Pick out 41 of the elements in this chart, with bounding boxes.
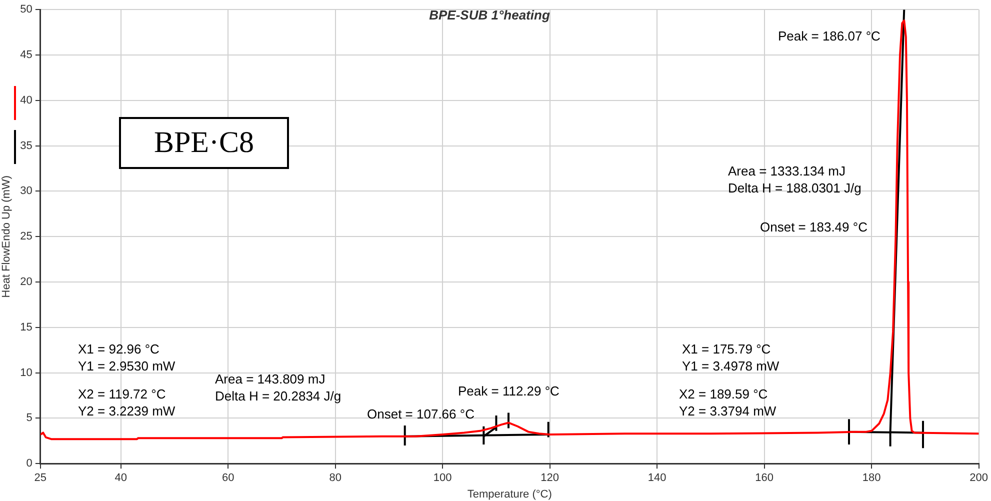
chart-title: BPE-SUB 1°heating [429, 7, 550, 22]
annotation: Onset = 107.66 °C [367, 406, 474, 422]
y-tick-label: 5 [26, 412, 32, 424]
annotation: Y2 = 3.2239 mW [78, 404, 176, 419]
x-axis-title: Temperature (°C) [467, 488, 552, 500]
annotation: X2 = 189.59 °C [679, 386, 768, 402]
x-tick-label: 160 [755, 472, 774, 484]
annotation: Area = 143.809 mJ [215, 372, 326, 387]
x-tick-label: 120 [540, 472, 560, 484]
y-tick-label: 40 [20, 94, 32, 106]
annotation: X1 = 92.96 °C [78, 342, 160, 357]
y-tick-label: 0 [26, 458, 32, 470]
y-tick-label: 45 [20, 49, 32, 62]
annotation: Peak = 186.07 °C [778, 28, 880, 44]
annotation: X1 = 175.79 °C [682, 342, 771, 357]
y-axis-title: Heat FlowEndo Up (mW) [0, 175, 13, 298]
y-tick-label: 30 [20, 185, 32, 198]
x-tick-label: 180 [862, 472, 881, 484]
annotation: BPE·C8 [119, 117, 289, 169]
x-tick-label: 140 [648, 472, 666, 484]
x-tick-label: 80 [329, 472, 342, 484]
annotation: Onset = 183.49 °C [760, 220, 868, 235]
y-tick-label: 50 [20, 4, 32, 16]
x-tick-label: 100 [433, 472, 452, 484]
annotation: Delta H = 20.2834 J/g [215, 388, 342, 404]
annotation: Peak = 112.29 °C [458, 384, 560, 399]
annotation: Y1 = 2.9530 mW [78, 358, 176, 374]
annotation: Area = 1333.134 mJ [728, 164, 846, 179]
annotation: X2 = 119.72 °C [78, 386, 166, 402]
x-tick-label: 40 [114, 472, 127, 484]
x-tick-label: 200 [970, 472, 988, 484]
y-tick-label: 25 [20, 230, 32, 243]
y-tick-label: 10 [20, 366, 32, 379]
annotation: Y2 = 3.3794 mW [679, 404, 777, 419]
y-tick-label: 35 [20, 140, 32, 152]
x-tick-label: 25 [34, 472, 47, 484]
y-tick-label: 15 [20, 321, 32, 334]
annotation: Y1 = 3.4978 mW [682, 358, 780, 374]
y-tick-label: 20 [20, 276, 32, 288]
x-tick-label: 60 [222, 472, 234, 484]
annotation: Delta H = 188.0301 J/g [728, 180, 862, 196]
